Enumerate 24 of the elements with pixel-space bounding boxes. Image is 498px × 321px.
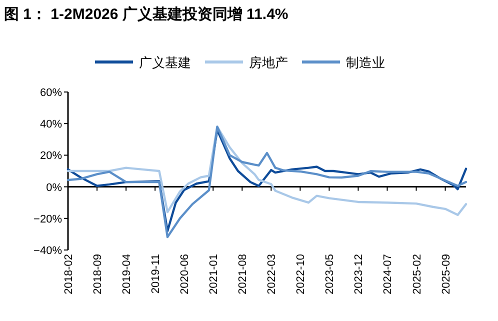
x-tick-label: 2023-05 [324, 254, 336, 294]
x-tick-label: 2018-09 [92, 254, 104, 294]
x-tick-label: 2023-12 [353, 254, 366, 294]
y-tick-label: −40% [34, 245, 62, 257]
y-tick-label: 60% [40, 87, 62, 99]
legend-label: 房地产 [249, 55, 288, 70]
legend-label: 广义基建 [139, 55, 191, 70]
x-tick-label: 2020-06 [179, 254, 192, 294]
y-tick-label: 40% [40, 118, 62, 131]
x-tick-label: 2022-10 [295, 254, 308, 294]
x-tick-label: 2022-03 [266, 254, 278, 294]
chart-title: 图 1： 1-2M2026 广义基建投资同增 11.4% [4, 5, 288, 23]
x-tick-label: 2019-04 [121, 254, 134, 294]
x-tick-label: 2018-02 [63, 254, 75, 294]
legend-label: 制造业 [346, 55, 385, 70]
x-tick-label: 2021-08 [237, 254, 250, 294]
x-tick-label: 2025-09 [440, 254, 452, 294]
x-tick-label: 2019-11 [150, 254, 162, 294]
y-tick-label: 0% [46, 182, 62, 194]
x-tick-label: 2024-07 [382, 254, 394, 294]
y-tick-label: 20% [40, 150, 62, 162]
x-tick-label: 2021-01 [208, 254, 220, 294]
x-tick-label: 2025-02 [411, 254, 424, 294]
y-tick-label: −20% [34, 213, 62, 226]
